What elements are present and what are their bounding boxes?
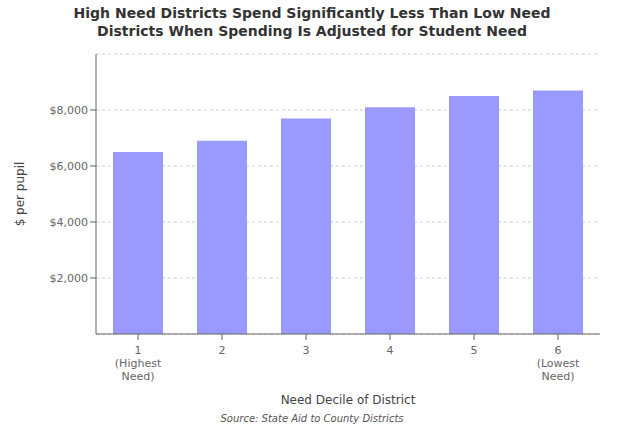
svg-text:Need Decile of District: Need Decile of District	[281, 393, 416, 407]
svg-text:5: 5	[471, 344, 478, 357]
html-text:Districts When Spending Is Adj: Districts When Spending Is Adjusted for …	[97, 23, 527, 39]
svg-text:6(LowestNeed): 6(LowestNeed)	[537, 344, 580, 383]
svg-text:$ per pupil: $ per pupil	[13, 162, 27, 227]
svg-text:$2,000: $2,000	[50, 272, 89, 285]
svg-text:1(HighestNeed): 1(HighestNeed)	[115, 344, 162, 383]
svg-text:$6,000: $6,000	[50, 160, 89, 173]
html-text:Source: State Aid to County Di: Source: State Aid to County Districts	[220, 413, 404, 424]
svg-text:4: 4	[387, 344, 394, 357]
svg-text:$4,000: $4,000	[50, 216, 89, 229]
svg-text:$8,000: $8,000	[50, 104, 89, 117]
html-text:High Need Districts Spend Sign: High Need Districts Spend Significantly …	[73, 5, 551, 21]
svg-text:2: 2	[219, 344, 226, 357]
svg-text:3: 3	[303, 344, 310, 357]
